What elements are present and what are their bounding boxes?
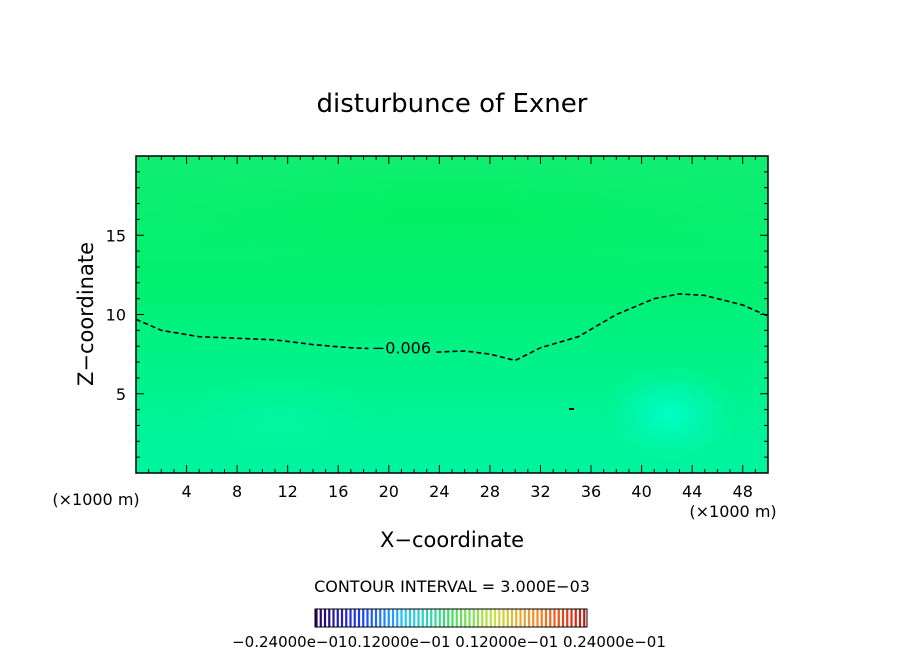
x-tick-label: 32 [530, 482, 550, 501]
x-unit-left: (×1000 m) [52, 490, 139, 509]
field-lower-right-minimum [600, 365, 740, 465]
contour-lines: −0.006 [136, 293, 768, 362]
x-tick-label: 20 [379, 482, 399, 501]
plot-area: −0.006 [136, 156, 768, 473]
x-tick-label: 48 [733, 482, 753, 501]
x-tick-label: 28 [480, 482, 500, 501]
x-tick-label: 16 [328, 482, 348, 501]
x-tick-label: 4 [181, 482, 191, 501]
colorbar-tick-labels: −0.24000e−010.12000e−01 0.12000e−01 0.24… [232, 633, 666, 651]
x-tick-label: 24 [429, 482, 449, 501]
x-tick-label: 44 [682, 482, 702, 501]
y-tick-label: 5 [116, 385, 126, 404]
field-lower-left-region [170, 375, 390, 465]
x-unit-right: (×1000 m) [689, 502, 776, 521]
contour-label-bg [368, 338, 435, 357]
chart-title: disturbunce of Exner [317, 89, 588, 119]
x-tick-label: 36 [581, 482, 601, 501]
colorbar-frame [314, 608, 588, 628]
contour-interval-text: CONTOUR INTERVAL = 3.000E−03 [314, 577, 590, 596]
x-tick-label: 12 [278, 482, 298, 501]
y-axis-label: Z−coordinate [74, 242, 98, 386]
field-upper-maximum [136, 160, 768, 270]
colorbar [314, 608, 588, 628]
y-axis: 5 10 15 [106, 171, 768, 458]
x-tick-label: 40 [631, 482, 651, 501]
x-axis-label: X−coordinate [380, 528, 524, 552]
contour-line [136, 293, 768, 362]
contour-label: −0.006 [372, 338, 431, 357]
x-axis: 4 8 12 16 20 24 28 32 36 40 44 48 [148, 156, 756, 501]
x-tick-label: 8 [232, 482, 242, 501]
y-tick-label: 10 [106, 306, 126, 325]
y-tick-label: 15 [106, 226, 126, 245]
